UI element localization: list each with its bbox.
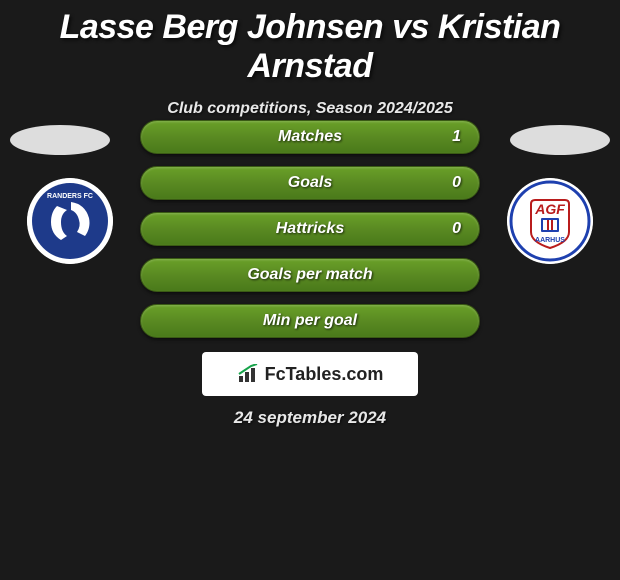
stat-row-goals: Goals 0 xyxy=(140,166,480,200)
stat-label: Goals xyxy=(288,174,332,192)
stat-value: 0 xyxy=(452,174,461,192)
stat-label: Matches xyxy=(278,128,342,146)
right-club-badge: AGF AARHUS xyxy=(500,176,600,266)
left-country-flag xyxy=(10,125,110,155)
comparison-card: Lasse Berg Johnsen vs Kristian Arnstad C… xyxy=(0,0,620,580)
svg-text:AGF: AGF xyxy=(534,201,565,217)
svg-text:AARHUS: AARHUS xyxy=(535,237,565,244)
agf-badge-icon: AGF AARHUS xyxy=(507,178,593,264)
stat-value: 1 xyxy=(452,128,461,146)
left-club-badge: RANDERS FC xyxy=(20,176,120,266)
stat-label: Goals per match xyxy=(247,266,372,284)
stat-label: Min per goal xyxy=(263,312,357,330)
stat-row-min-per-goal: Min per goal xyxy=(140,304,480,338)
stats-rows: Matches 1 Goals 0 Hattricks 0 Goals per … xyxy=(140,120,480,350)
stat-value: 0 xyxy=(452,220,461,238)
page-title: Lasse Berg Johnsen vs Kristian Arnstad xyxy=(0,0,620,86)
randers-badge-icon: RANDERS FC xyxy=(27,178,113,264)
fctables-logo: FcTables.com xyxy=(202,352,418,396)
subtitle: Club competitions, Season 2024/2025 xyxy=(0,100,620,118)
date-label: 24 september 2024 xyxy=(0,408,620,428)
right-country-flag xyxy=(510,125,610,155)
stat-row-hattricks: Hattricks 0 xyxy=(140,212,480,246)
stat-label: Hattricks xyxy=(276,220,344,238)
bar-chart-icon xyxy=(237,364,261,384)
logo-text: FcTables.com xyxy=(265,364,384,385)
stat-row-goals-per-match: Goals per match xyxy=(140,258,480,292)
randers-fc-badge: RANDERS FC xyxy=(27,178,113,264)
stat-row-matches: Matches 1 xyxy=(140,120,480,154)
svg-text:RANDERS FC: RANDERS FC xyxy=(47,193,93,200)
agf-aarhus-badge: AGF AARHUS xyxy=(507,178,593,264)
